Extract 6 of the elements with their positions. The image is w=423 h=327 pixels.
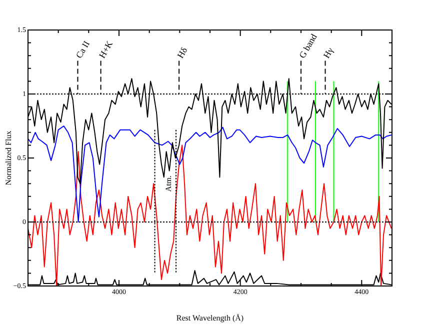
ref-line-label: Hγ: [321, 46, 336, 60]
x-axis-title: Rest Wavelength (Å): [176, 313, 244, 322]
ref-line-label: Ca II: [74, 39, 92, 60]
ref-line-label: Atm.: [164, 175, 174, 192]
y-axis-title: Normalized Flux: [4, 130, 13, 186]
ref-line-label: Hδ: [175, 46, 190, 60]
